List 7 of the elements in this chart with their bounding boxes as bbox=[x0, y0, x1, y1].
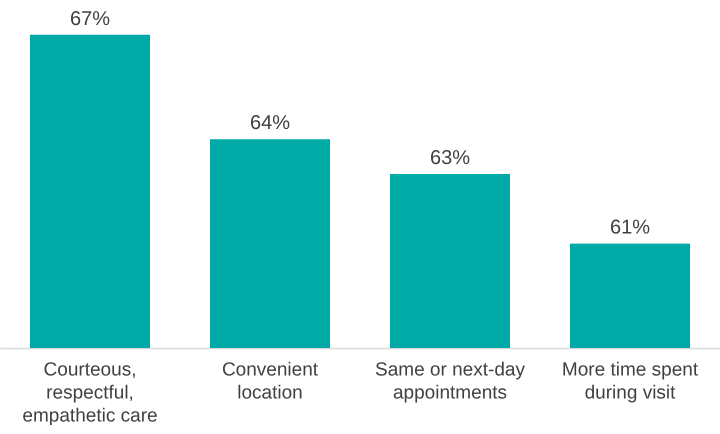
data-label: 64% bbox=[250, 112, 290, 134]
x-tick-label: More time spent during visit bbox=[562, 360, 699, 404]
data-label: 67% bbox=[70, 8, 110, 30]
x-tick-label: Same or next-day appointments bbox=[375, 360, 526, 404]
data-label: 63% bbox=[430, 147, 470, 169]
data-label: 61% bbox=[610, 216, 650, 239]
x-tick-label: Convenient location bbox=[222, 360, 319, 404]
